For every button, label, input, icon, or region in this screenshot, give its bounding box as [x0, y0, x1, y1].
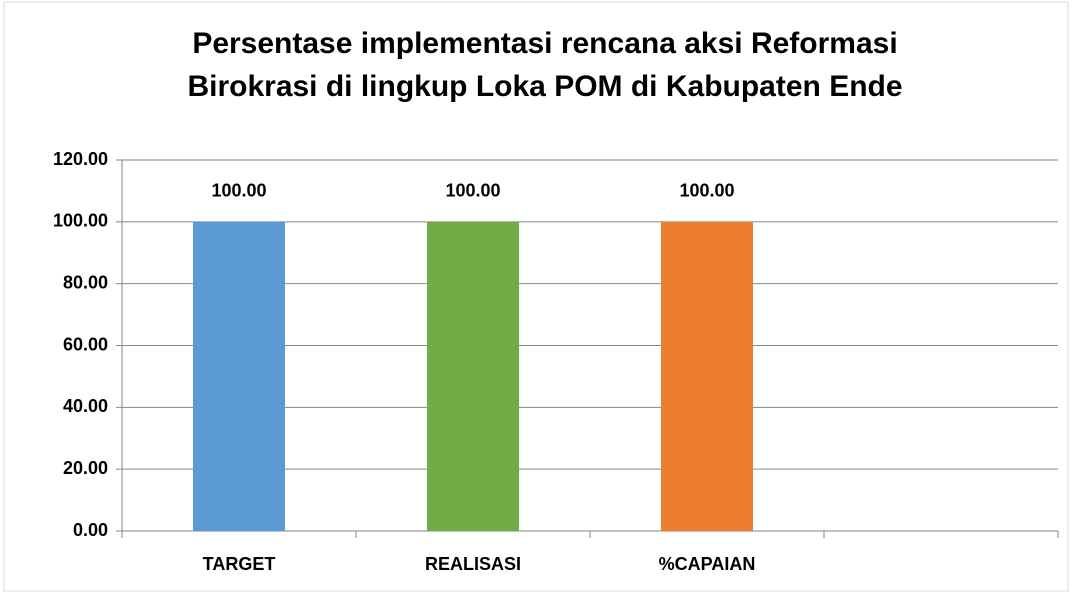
y-tick-label: 100.00	[53, 211, 108, 231]
value-label: 100.00	[445, 181, 500, 201]
y-tick-label: 60.00	[63, 334, 108, 354]
bar	[661, 221, 753, 532]
value-label: 100.00	[679, 181, 734, 201]
y-tick-label: 120.00	[53, 149, 108, 169]
x-tick-label: %CAPAIAN	[659, 554, 756, 574]
y-tick-label: 80.00	[63, 272, 108, 292]
bar	[193, 221, 285, 532]
x-tick-label: REALISASI	[425, 554, 521, 574]
bar	[427, 221, 519, 532]
x-tick-label: TARGET	[203, 554, 276, 574]
y-tick-label: 0.00	[73, 520, 108, 540]
y-tick-label: 20.00	[63, 458, 108, 478]
chart-title: Persentase implementasi rencana aksi Ref…	[192, 27, 897, 60]
y-tick-label: 40.00	[63, 396, 108, 416]
chart-title: Birokrasi di lingkup Loka POM di Kabupat…	[187, 70, 902, 103]
value-label: 100.00	[211, 181, 266, 201]
chart-border	[3, 1, 1069, 592]
